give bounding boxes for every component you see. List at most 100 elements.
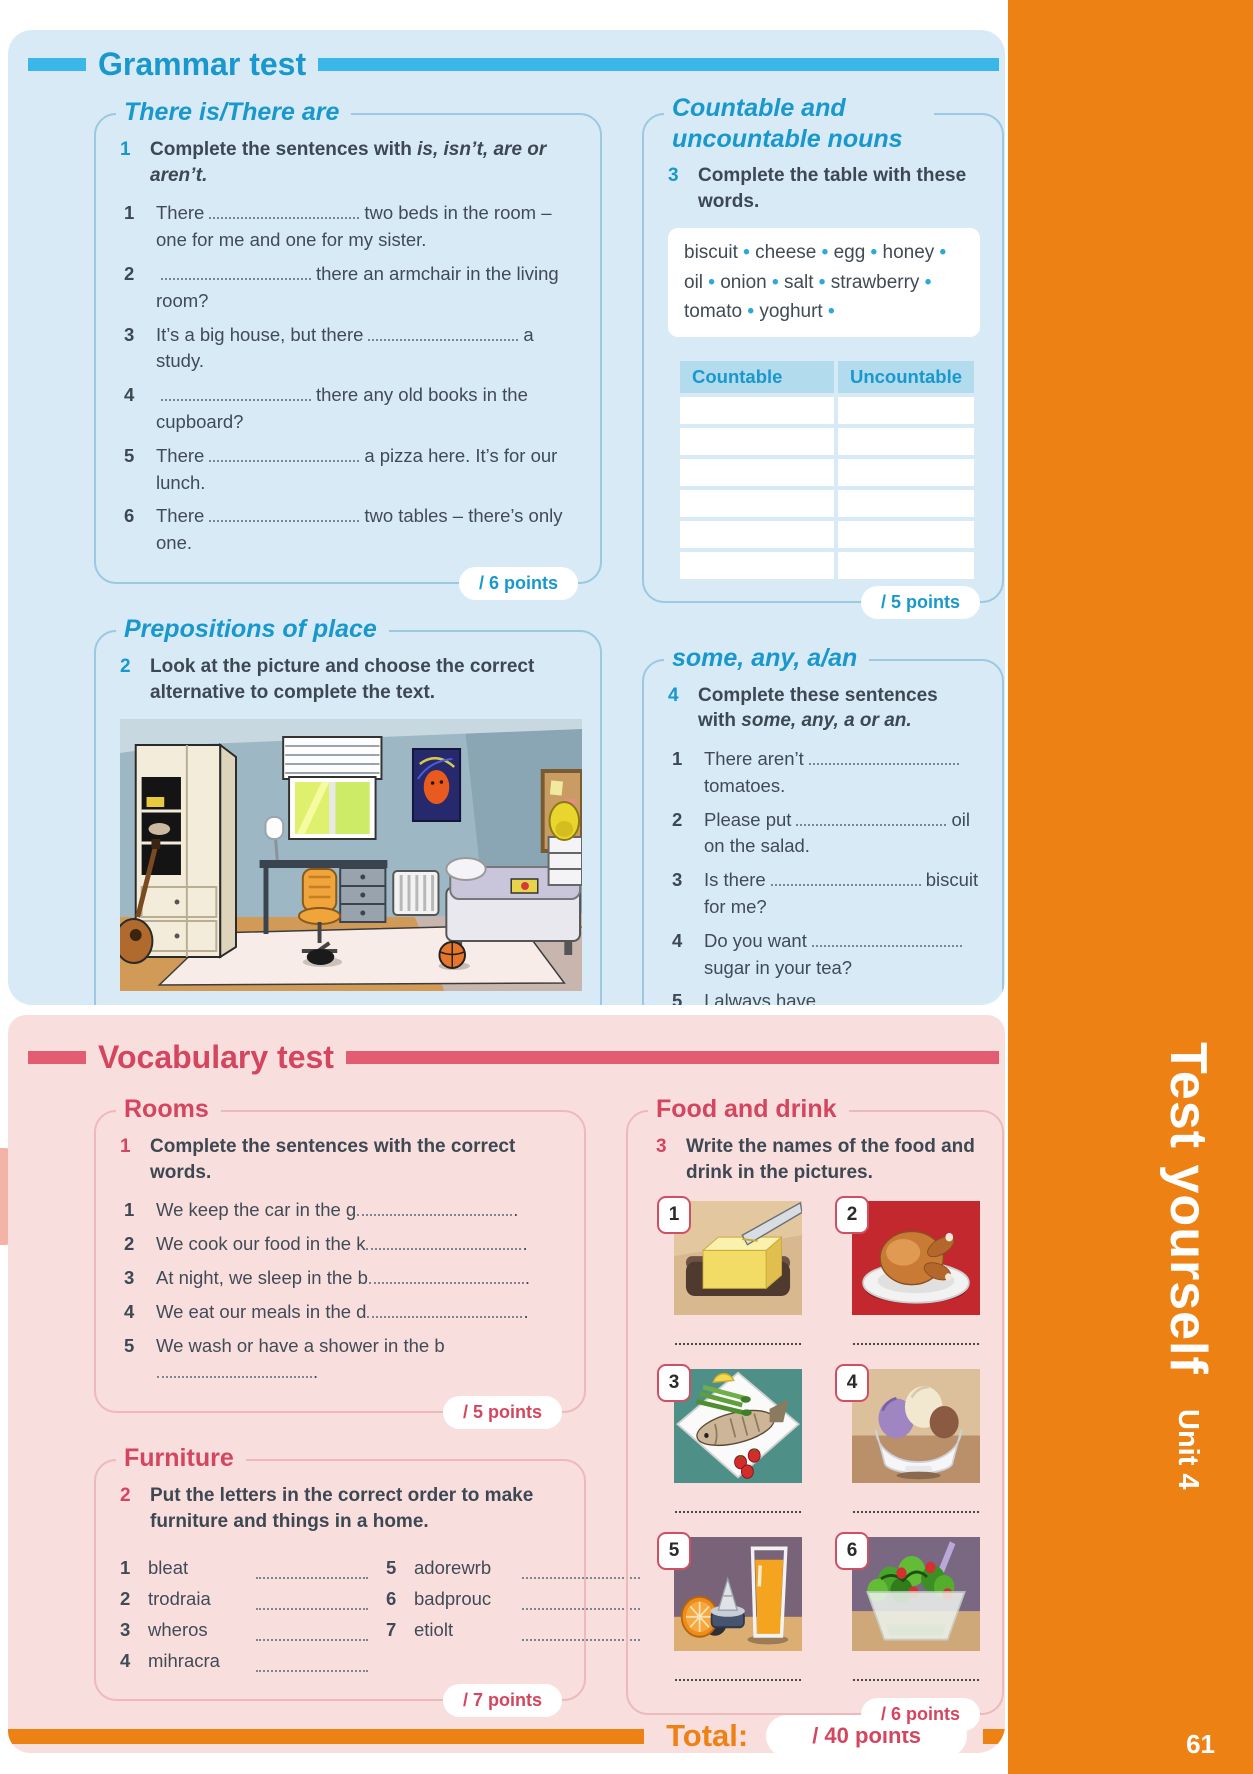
table-cell-uncountable[interactable]	[837, 427, 974, 455]
item-number: 5	[672, 990, 683, 1005]
item-number: 1	[672, 747, 683, 769]
answer-line[interactable]	[675, 1509, 801, 1514]
item-post: a study.	[156, 323, 534, 372]
total-bar-left	[8, 1728, 645, 1744]
answer-blank[interactable]	[821, 990, 971, 1005]
answer-blank[interactable]	[366, 1233, 522, 1251]
answer-line[interactable]	[853, 1341, 979, 1346]
answer-blank[interactable]	[368, 1267, 524, 1284]
table-row	[680, 427, 974, 455]
food-item-3: 3	[657, 1364, 802, 1527]
answer-blank[interactable]	[522, 1562, 640, 1580]
heading-bar-left	[28, 1051, 86, 1064]
answer-line[interactable]	[853, 1677, 979, 1682]
answer-blank[interactable]	[367, 1301, 523, 1318]
table-cell-countable[interactable]	[680, 489, 834, 517]
page-content: Grammar test There is/There are 1 Comple…	[8, 30, 1005, 1753]
item-number: 4	[124, 1300, 135, 1322]
anagram-item: 4 mihracra	[120, 1650, 368, 1673]
table-cell-uncountable[interactable]	[837, 458, 974, 486]
answer-blank[interactable]	[357, 1199, 513, 1217]
answer-blank[interactable]	[157, 1361, 312, 1379]
rooms-items: 1 We keep the car in the g. 2 We cook ou…	[120, 1197, 562, 1386]
table-cell-countable[interactable]	[680, 427, 834, 455]
item-text: There a pizza here. It’s for our lunch.	[156, 443, 578, 497]
sentence-item: 1 There aren’t tomatoes.	[668, 746, 980, 800]
word-bank-word: tomato	[684, 301, 759, 322]
orange-juice-illustration	[674, 1537, 802, 1652]
points-badge: / 6 points	[860, 1698, 980, 1732]
anagram-item: 3 wheros	[120, 1619, 368, 1642]
answer-blank[interactable]	[368, 324, 519, 341]
table-cell-uncountable[interactable]	[837, 520, 974, 548]
furniture-instruction: 2 Put the letters in the correct order t…	[120, 1483, 562, 1534]
item-pre: Do you want	[704, 929, 807, 951]
sentence-item: 2 Please put oil on the salad.	[668, 807, 980, 861]
answer-blank[interactable]	[161, 384, 311, 402]
there-is-box: There is/There are 1 Complete the senten…	[94, 96, 602, 601]
item-text: We eat our meals in the d.	[156, 1299, 562, 1326]
item-text: We wash or have a shower in the b.	[156, 1333, 562, 1387]
answer-blank[interactable]	[209, 505, 360, 523]
grammar-test-panel: Grammar test There is/There are 1 Comple…	[8, 30, 1005, 1005]
answer-blank[interactable]	[770, 869, 921, 887]
sentence-item: 6 There two tables – there’s only one.	[120, 503, 578, 557]
table-cell-uncountable[interactable]	[837, 489, 974, 517]
sentence-item: 5 We wash or have a shower in the b.	[120, 1333, 562, 1387]
answer-blank[interactable]	[522, 1624, 640, 1642]
anagram-word: adorewrb	[414, 1557, 492, 1579]
table-cell-countable[interactable]	[680, 551, 834, 579]
answer-blank[interactable]	[808, 748, 959, 765]
item-pre: Is there	[704, 869, 766, 891]
prepositions-title: Prepositions of place	[116, 613, 389, 646]
table-cell-countable[interactable]	[680, 458, 834, 486]
total-row: Total: / 40 points	[8, 1715, 1005, 1753]
item-post: sugar in your tea?	[704, 956, 853, 978]
table-cell-uncountable[interactable]	[837, 551, 974, 579]
food-box: Food and drink 3 Write the names of the …	[626, 1093, 1004, 1732]
vocabulary-test-panel: Vocabulary test Rooms 1 Complete the sen…	[8, 1015, 1005, 1753]
table-cell-uncountable[interactable]	[837, 396, 974, 424]
word-bank-word: honey	[883, 242, 947, 263]
item-post: tomatoes.	[704, 774, 786, 796]
answer-blank[interactable]	[161, 263, 311, 280]
answer-blank[interactable]	[796, 809, 947, 826]
answer-blank[interactable]	[209, 202, 360, 220]
furniture-column-left: 1 bleat 2 trodraia	[120, 1548, 368, 1681]
exercise-4-instruction: 4 Complete these sentences with some, an…	[668, 683, 980, 734]
answer-line[interactable]	[675, 1341, 801, 1346]
word-bank-word: salt	[784, 272, 831, 293]
exercise-3-instruction: 3 Complete the table with these words.	[668, 163, 980, 214]
answer-line[interactable]	[675, 1677, 801, 1682]
vocabulary-test-heading: Vocabulary test	[98, 1039, 334, 1075]
table-cell-countable[interactable]	[680, 396, 834, 424]
item-number: 1	[124, 202, 135, 224]
answer-blank[interactable]	[256, 1593, 368, 1611]
answer-line[interactable]	[853, 1509, 979, 1514]
item-text: I always haveegg for breakfast.	[704, 988, 980, 1005]
table-cell-countable[interactable]	[680, 520, 834, 548]
item-number: 4	[672, 929, 683, 951]
table-row	[680, 396, 974, 424]
answer-blank[interactable]	[811, 930, 962, 947]
anagram-word: etiolt	[414, 1619, 454, 1641]
item-pre: There	[156, 505, 205, 527]
answer-blank[interactable]	[256, 1655, 368, 1673]
instruction-text: Complete these sentences with	[698, 684, 938, 732]
item-post: there an armchair in the living room?	[156, 262, 559, 311]
item-text: We keep the car in the g.	[156, 1197, 562, 1224]
item-text: there an armchair in the living room?	[156, 261, 578, 315]
answer-blank[interactable]	[522, 1593, 640, 1611]
word-bank-word: onion	[720, 272, 784, 293]
answer-blank[interactable]	[209, 445, 360, 462]
points-badge: / 7 points	[442, 1684, 562, 1718]
item-number: 3	[672, 869, 683, 891]
answer-blank[interactable]	[256, 1624, 368, 1642]
answer-blank[interactable]	[256, 1562, 368, 1580]
furniture-column-right: 5 adorewrb 6 badprouc	[386, 1548, 640, 1681]
item-pre: There aren’t	[704, 747, 804, 769]
picture-number: 6	[835, 1532, 869, 1571]
countable-box: Countable and uncountable nouns 3 Comple…	[642, 93, 1004, 619]
item-post: two tables – there’s only one.	[156, 505, 563, 554]
unit-sidebar: Test yourself Unit 4 61	[1008, 0, 1253, 1774]
